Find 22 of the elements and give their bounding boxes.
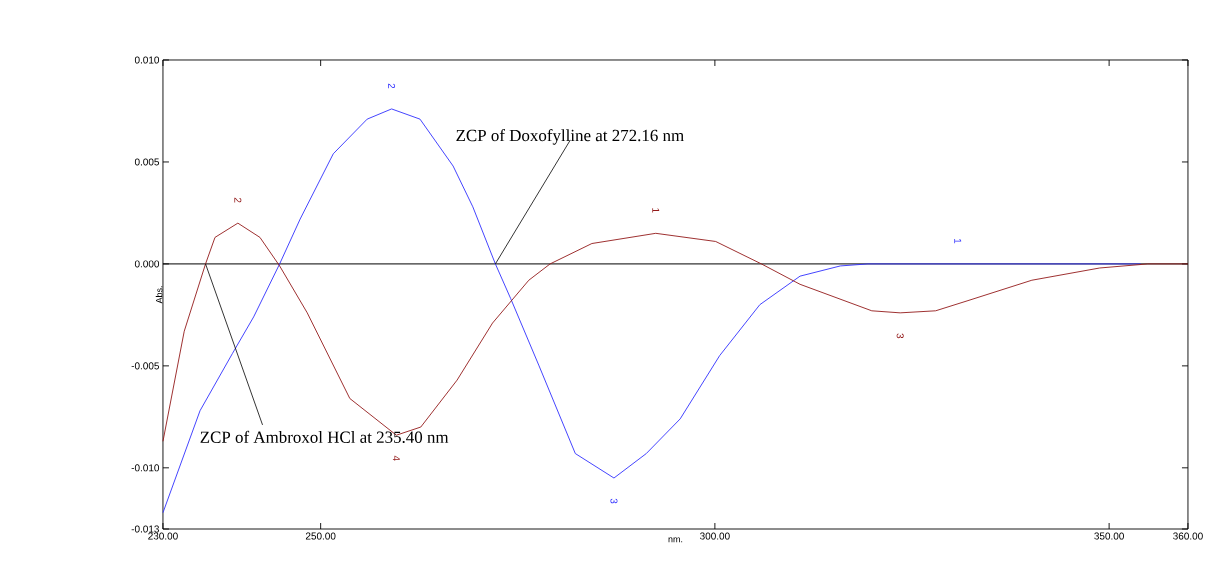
- x-tick-label: 360.00: [1173, 532, 1203, 540]
- annotation: 3: [610, 498, 618, 504]
- x-tick-label: 250.00: [305, 532, 336, 540]
- annotation: 4: [392, 455, 400, 461]
- x-tick-label: 230.00: [148, 532, 178, 540]
- annotation: ZCP of Ambroxol HCl at 235.40 nm: [200, 430, 449, 443]
- annotation: 2: [234, 197, 242, 203]
- y-tick-label: 0.010: [134, 56, 160, 64]
- annotation: 2: [388, 83, 396, 89]
- x-tick-label: 300.00: [700, 532, 730, 540]
- y-tick-label: 0.005: [134, 158, 160, 166]
- y-axis-title: Abs.: [155, 286, 163, 304]
- annotation: 3: [896, 333, 904, 339]
- annotation: 1: [954, 238, 962, 244]
- y-tick-label: -0.005: [131, 362, 160, 370]
- x-axis-title: nm.: [668, 537, 683, 543]
- annotation: 1: [652, 208, 660, 213]
- y-tick-label: 0.000: [134, 260, 160, 268]
- y-tick-label: -0.010: [131, 464, 160, 472]
- y-tick-label: -0.013: [131, 525, 159, 533]
- x-tick-label: 350.00: [1094, 532, 1124, 540]
- annotation: ZCP of Doxofylline at 272.16 nm: [456, 129, 684, 145]
